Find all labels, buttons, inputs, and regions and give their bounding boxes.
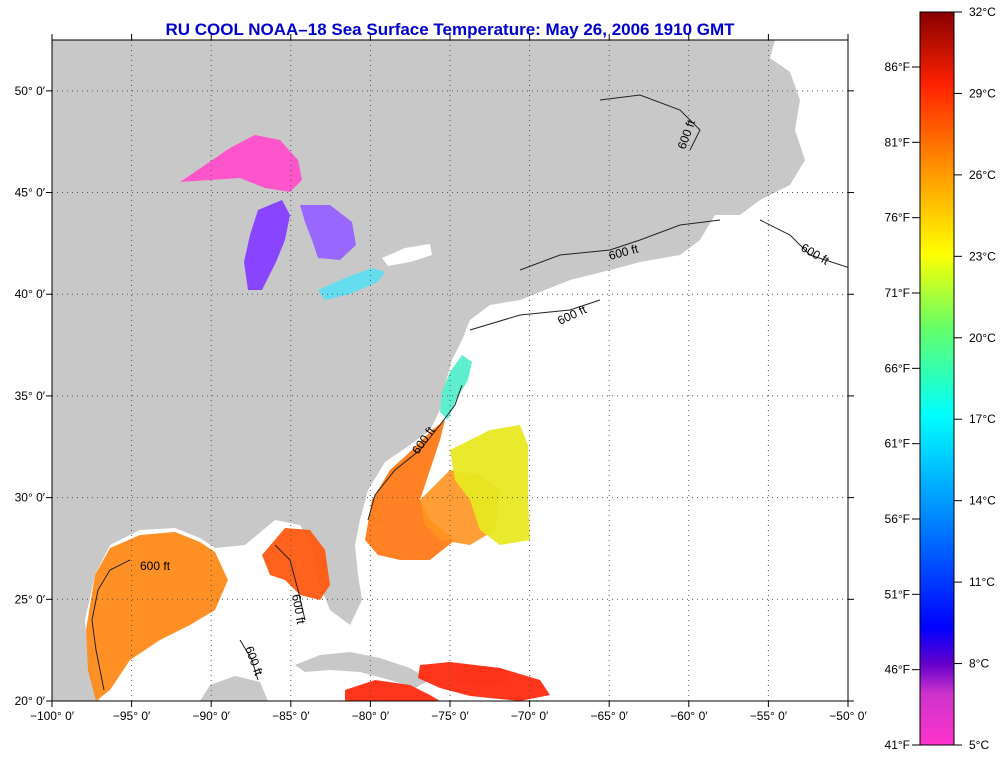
colorbar-f-label: 66°F bbox=[885, 361, 910, 375]
colorbar-c-label: 17°C bbox=[969, 412, 996, 426]
colorbar bbox=[919, 11, 955, 746]
lake-huron bbox=[300, 205, 356, 260]
yucatan-land bbox=[200, 676, 268, 701]
map-frame bbox=[51, 39, 849, 702]
sst-caribbean bbox=[345, 662, 550, 701]
colorbar-labels: 32°C 29°C 26°C 23°C 20°C 17°C 14°C 11°C 8°C 5°C 86… bbox=[885, 5, 997, 752]
colorbar-f-label: 56°F bbox=[885, 512, 910, 526]
lat-tick-label: 45° 0′ bbox=[15, 186, 46, 200]
colorbar-f-label: 41°F bbox=[885, 738, 910, 752]
contour-label: 600 ft bbox=[140, 559, 171, 573]
lon-tick-label: −55° 0′ bbox=[750, 709, 788, 723]
colorbar-c-label: 26°C bbox=[969, 168, 996, 182]
lon-tick-label: −60° 0′ bbox=[670, 709, 708, 723]
lat-tick-label: 30° 0′ bbox=[15, 491, 46, 505]
lake-superior bbox=[180, 135, 302, 192]
graticule bbox=[52, 40, 848, 701]
lon-tick-label: −85° 0′ bbox=[272, 709, 310, 723]
colorbar-c-label: 8°C bbox=[969, 657, 989, 671]
lat-tick-label: 35° 0′ bbox=[15, 389, 46, 403]
isobath-contours bbox=[91, 94, 848, 691]
north-america-land bbox=[52, 40, 805, 701]
colorbar-c-label: 32°C bbox=[969, 5, 996, 19]
colorbar-c-label: 14°C bbox=[969, 494, 996, 508]
lon-tick-label: −65° 0′ bbox=[590, 709, 628, 723]
colorbar-f-label: 81°F bbox=[885, 135, 910, 149]
colorbar-c-label: 23°C bbox=[969, 249, 996, 263]
sst-gulf-east bbox=[262, 528, 330, 600]
lon-tick-label: −95° 0′ bbox=[113, 709, 151, 723]
colorbar-c-label: 29°C bbox=[969, 86, 996, 100]
colorbar-c-label: 20°C bbox=[969, 331, 996, 345]
lat-tick-label: 20° 0′ bbox=[15, 694, 46, 708]
lon-tick-label: −100° 0′ bbox=[30, 709, 75, 723]
lake-michigan bbox=[244, 200, 290, 290]
colorbar-f-label: 51°F bbox=[885, 587, 910, 601]
colorbar-f-label: 46°F bbox=[885, 663, 910, 677]
colorbar-c-label: 5°C bbox=[969, 738, 989, 752]
cuba-land bbox=[295, 652, 430, 688]
sst-gulf-west bbox=[86, 532, 228, 701]
colorbar-f-label: 71°F bbox=[885, 286, 910, 300]
lon-tick-label: −50° 0′ bbox=[829, 709, 867, 723]
lon-tick-label: −80° 0′ bbox=[352, 709, 390, 723]
lat-tick-label: 25° 0′ bbox=[15, 592, 46, 606]
sst-offshore-yellow bbox=[450, 425, 530, 545]
colorbar-f-label: 86°F bbox=[885, 60, 910, 74]
colorbar-f-label: 61°F bbox=[885, 437, 910, 451]
colorbar-f-label: 76°F bbox=[885, 211, 910, 225]
lat-tick-label: 40° 0′ bbox=[15, 287, 46, 301]
map-axes: −100° 0′ −95° 0′ −90° 0′ −85° 0′ −80° 0′ −75°… bbox=[15, 34, 867, 723]
lon-tick-label: −75° 0′ bbox=[431, 709, 469, 723]
lon-tick-label: −90° 0′ bbox=[192, 709, 230, 723]
contour-label: 600 ft bbox=[289, 593, 308, 626]
lat-tick-label: 50° 0′ bbox=[15, 84, 46, 98]
colorbar-c-label: 11°C bbox=[969, 575, 995, 589]
map-title: RU COOL NOAA–18 Sea Surface Temperature:… bbox=[165, 20, 735, 39]
lake-erie bbox=[318, 268, 385, 300]
lon-tick-label: −70° 0′ bbox=[511, 709, 549, 723]
sst-mid-atlantic-shelf bbox=[440, 355, 472, 420]
lake-ontario bbox=[382, 244, 432, 266]
